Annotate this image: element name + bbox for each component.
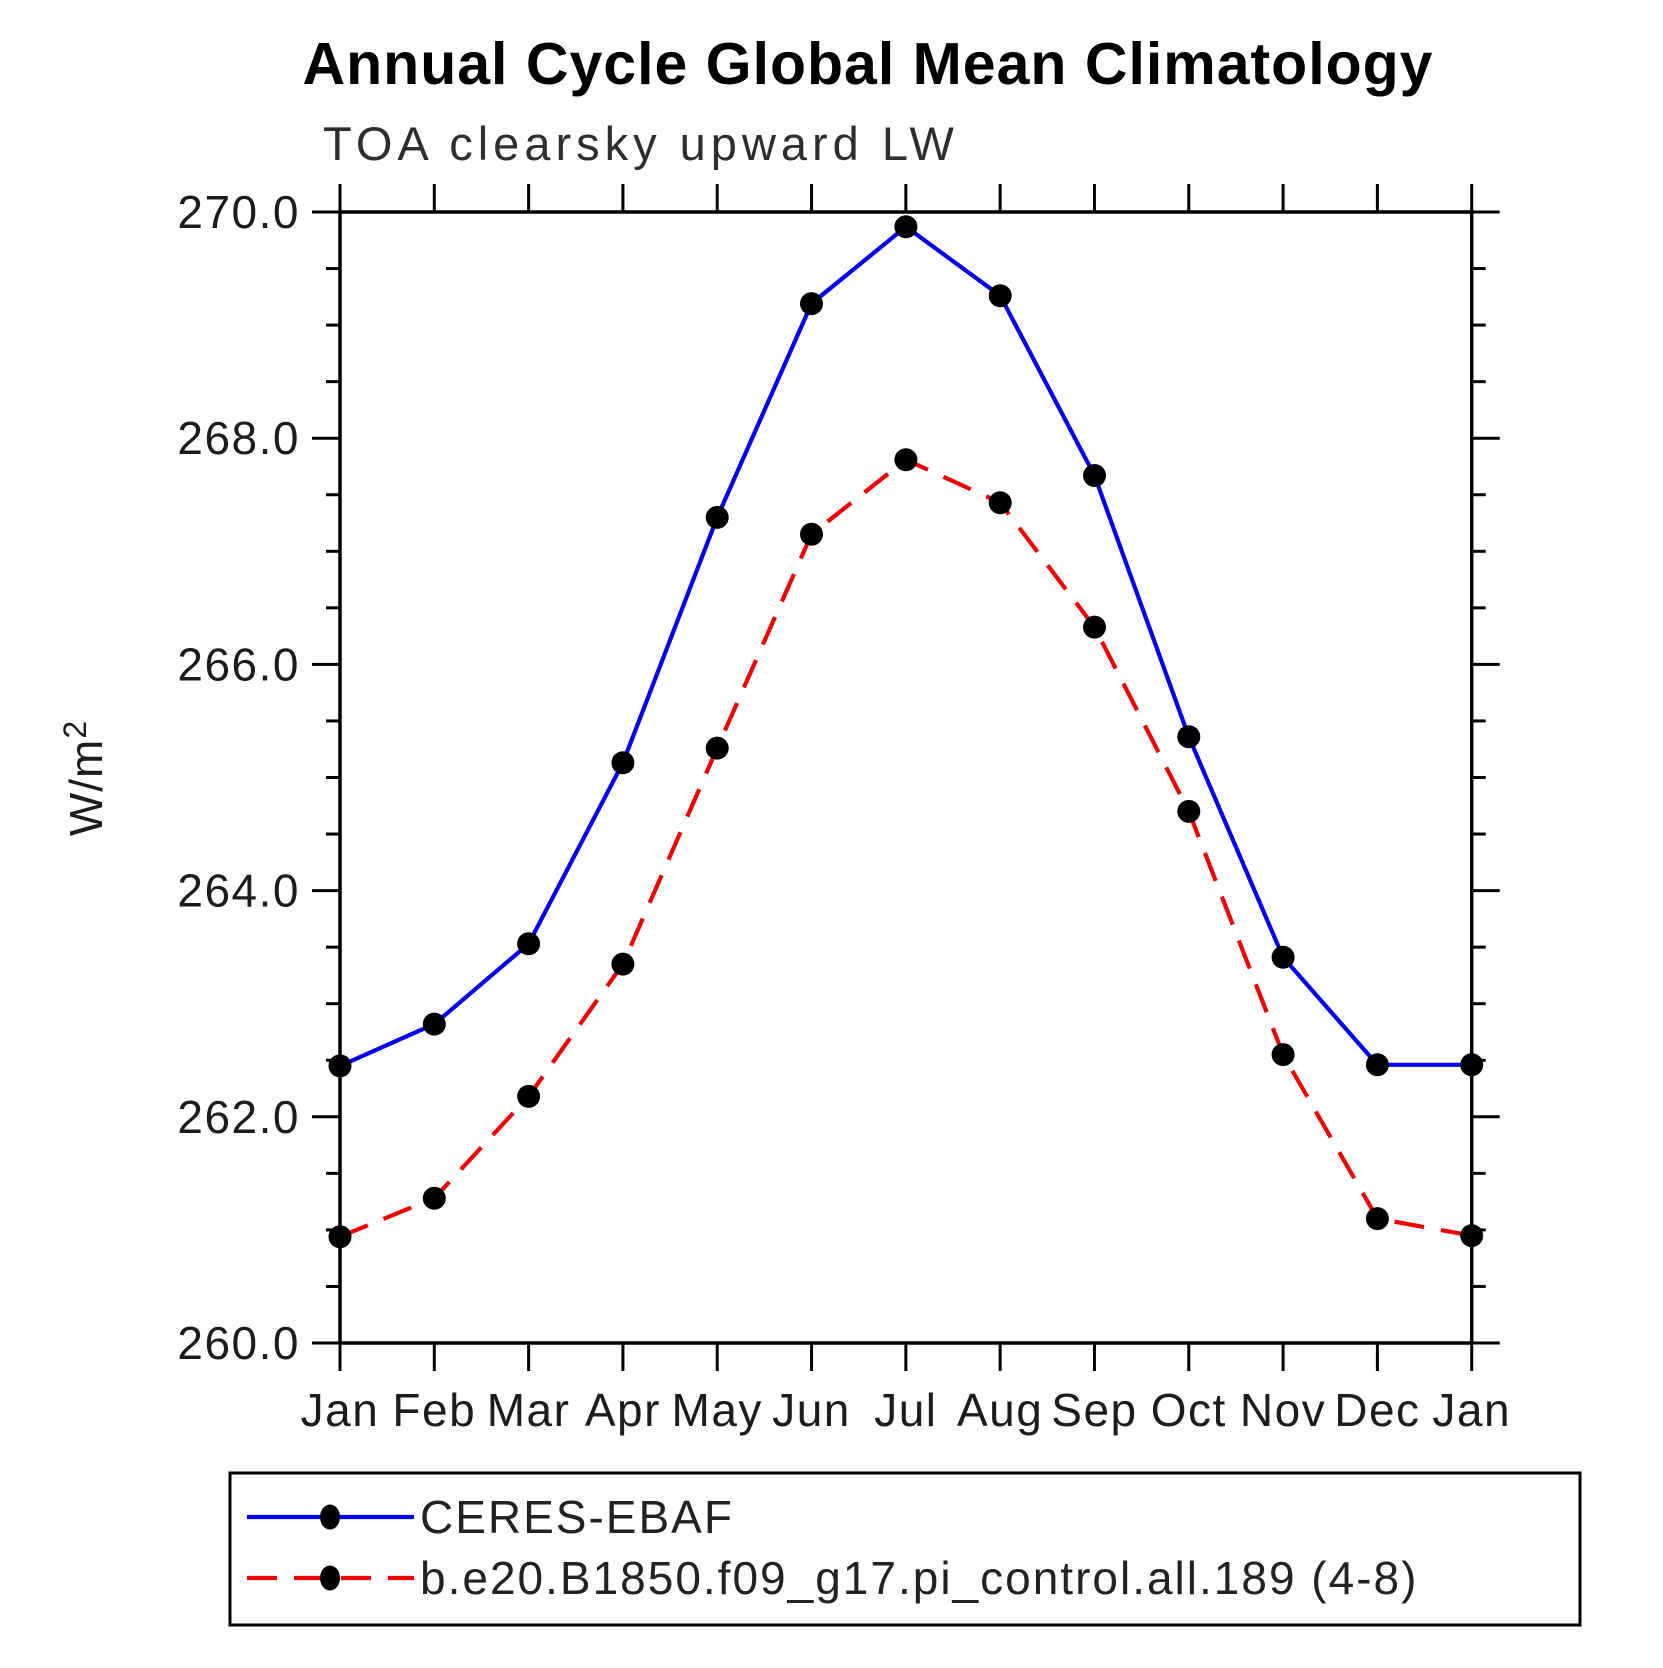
data-point-marker [1083, 615, 1106, 639]
data-point-marker [1460, 1053, 1484, 1077]
x-tick-label: Jun [772, 1384, 851, 1436]
data-point-marker [1177, 799, 1201, 823]
legend-box [228, 1471, 1582, 1627]
series-layer [328, 215, 1484, 1249]
chart-subtitle: TOA clearsky upward LW [323, 117, 959, 170]
data-point-marker [422, 1012, 446, 1036]
data-point-marker [988, 491, 1012, 515]
x-tick-label: Jan [1432, 1384, 1511, 1436]
x-tick-label: Dec [1334, 1384, 1420, 1436]
data-point-marker [705, 505, 729, 529]
data-point-marker [894, 448, 918, 472]
data-point-marker [328, 1054, 352, 1078]
data-point-marker [1271, 945, 1295, 969]
legend-label-model: b.e20.B1850.f09_g17.pi_control.all.189 (… [420, 1552, 1418, 1604]
x-tick-label: Aug [957, 1384, 1043, 1436]
data-point-marker [705, 736, 729, 760]
data-point-marker [1365, 1207, 1389, 1231]
data-point-marker [517, 1084, 541, 1108]
legend-label-ceres: CERES-EBAF [420, 1491, 734, 1543]
data-point-marker [894, 215, 918, 239]
data-point-marker [800, 292, 823, 316]
plot-frame [338, 210, 1474, 1345]
y-tick-label: 266.0 [177, 638, 300, 690]
y-tick-label: 262.0 [177, 1091, 300, 1143]
x-tick-label: Feb [392, 1384, 476, 1436]
y-axis-label: W/m2 [57, 720, 112, 836]
y-tick-label: 260.0 [177, 1317, 300, 1369]
x-tick-label: Apr [585, 1384, 661, 1436]
x-tick-label: Jul [874, 1384, 937, 1436]
y-tick-label: 264.0 [177, 865, 300, 917]
data-point-marker [422, 1186, 446, 1210]
series-line-0 [339, 224, 1472, 1068]
legend: CERES-EBAF b.e20.B1850.f09_g17.pi_contro… [228, 1471, 1582, 1627]
legend-marker-circle [320, 1504, 340, 1530]
legend-entry-ceres: CERES-EBAF [247, 1491, 734, 1543]
x-tick-label: Sep [1051, 1384, 1137, 1436]
data-point-marker [800, 522, 823, 546]
data-point-marker [1271, 1043, 1295, 1067]
legend-marker-circle [320, 1565, 340, 1591]
data-point-marker [1083, 464, 1106, 487]
data-point-marker [328, 1225, 352, 1249]
y-axis-label-base: W/m [60, 739, 112, 837]
data-point-marker [611, 751, 635, 775]
data-point-marker [1365, 1053, 1389, 1077]
chart-title: Annual Cycle Global Mean Climatology [303, 31, 1434, 97]
data-point-marker [517, 932, 541, 956]
data-point-marker [988, 284, 1012, 308]
data-point-marker [1460, 1224, 1484, 1248]
legend-entry-model: b.e20.B1850.f09_g17.pi_control.all.189 (… [247, 1552, 1418, 1604]
series-line-1 [339, 457, 1473, 1239]
x-tick-label: May [672, 1384, 763, 1436]
x-tick-label: Jan [301, 1384, 380, 1436]
x-tick-label: Oct [1151, 1384, 1227, 1436]
data-point-marker [611, 952, 635, 976]
y-axis-label-exponent: 2 [57, 720, 93, 739]
data-point-marker [1177, 725, 1201, 749]
x-tick-label: Nov [1240, 1384, 1326, 1436]
y-tick-label: 270.0 [177, 186, 300, 238]
x-tick-label: Mar [487, 1384, 571, 1436]
y-tick-label: 268.0 [177, 412, 300, 464]
